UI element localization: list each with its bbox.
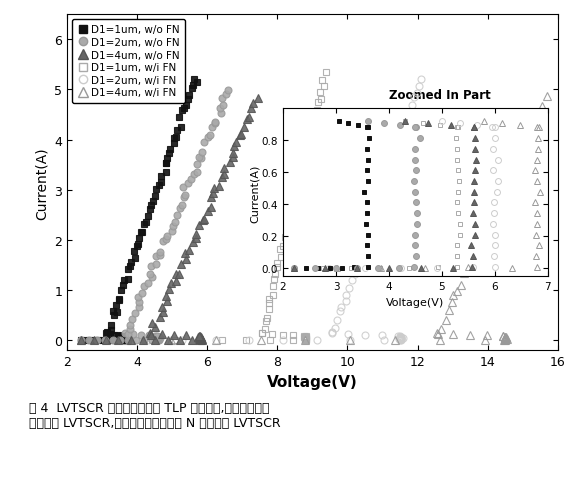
Text: Zoomed In Part: Zoomed In Part bbox=[389, 89, 491, 102]
Legend: D1=1um, w/o FN, D1=2um, w/o FN, D1=4um, w/o FN, D1=1um, w/i FN, D1=2um, w/i FN, : D1=1um, w/o FN, D1=2um, w/o FN, D1=4um, … bbox=[72, 20, 185, 104]
X-axis label: Voltage(V): Voltage(V) bbox=[267, 374, 358, 389]
Text: 图 4  LVTSCR 不同基区宽度的 TLP 测试曲线,实心曲线为典
型结构的 LVTSCR,空心曲线为增加浮空 N 阱结构的 LVTSCR: 图 4 LVTSCR 不同基区宽度的 TLP 测试曲线,实心曲线为典 型结构的 … bbox=[29, 401, 281, 429]
Y-axis label: Current(A): Current(A) bbox=[34, 147, 48, 219]
